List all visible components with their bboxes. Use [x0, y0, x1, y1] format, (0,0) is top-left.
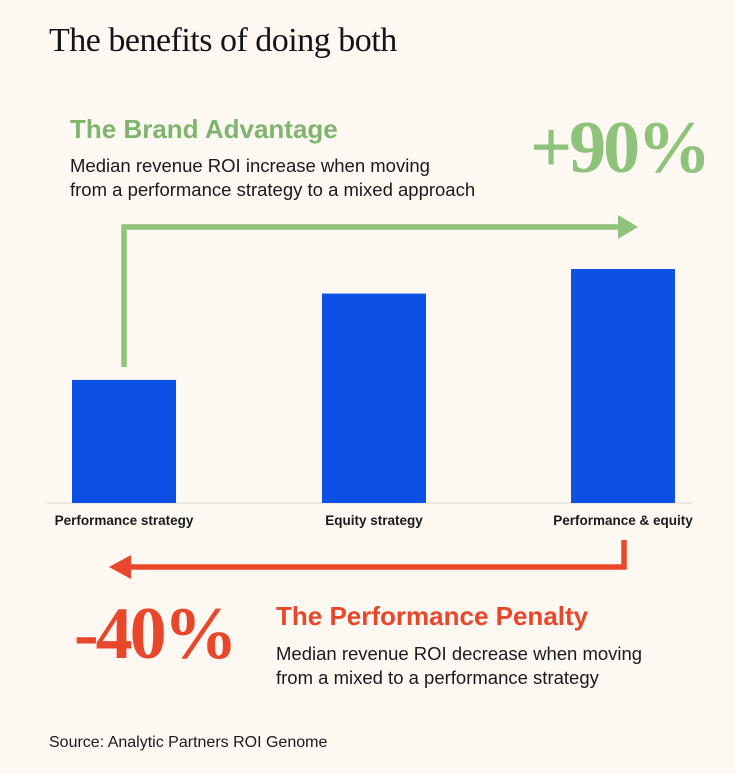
bar-equity-strategy — [322, 293, 426, 503]
performance-penalty-arrow — [124, 540, 627, 570]
brand-advantage-percent: +90% — [530, 107, 711, 189]
performance-penalty-description: Median revenue ROI decrease when moving … — [276, 642, 642, 690]
bar-performance-strategy — [72, 379, 176, 503]
performance-penalty-percent: -40% — [74, 593, 238, 675]
brand-advantage-arrow — [121, 224, 624, 367]
brand-advantage-line-1: Median revenue ROI increase when moving — [70, 155, 430, 176]
brand-advantage-arrowhead — [618, 215, 638, 239]
brand-advantage-line-2: from a performance strategy to a mixed a… — [70, 179, 476, 200]
brand-advantage-heading: The Brand Advantage — [70, 114, 338, 144]
x-tick-label: Performance & equity — [553, 513, 693, 528]
page-title: The benefits of doing both — [49, 22, 397, 59]
bar-performance-equity — [571, 269, 675, 503]
performance-penalty-arrowhead — [109, 555, 131, 579]
x-tick-label: Performance strategy — [54, 513, 194, 528]
source-note: Source: Analytic Partners ROI Genome — [49, 734, 328, 751]
brand-advantage-description: Median revenue ROI increase when moving … — [70, 154, 475, 202]
performance-penalty-line-1: Median revenue ROI decrease when moving — [276, 643, 643, 664]
performance-penalty-heading: The Performance Penalty — [276, 601, 589, 631]
performance-penalty-line-2: from a mixed to a performance strategy — [276, 667, 599, 688]
x-tick-label: Equity strategy — [325, 513, 423, 528]
